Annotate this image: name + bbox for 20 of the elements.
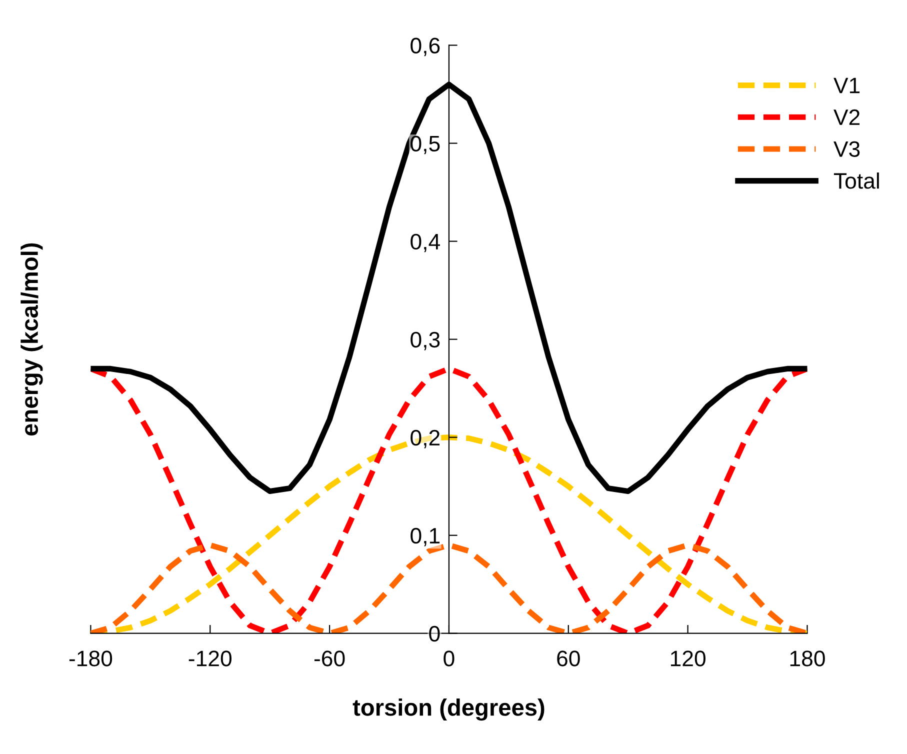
y-tick-label: 0,6 bbox=[410, 38, 440, 56]
y-tick-label: 0,1 bbox=[410, 528, 440, 546]
x-tick-label: 60 bbox=[557, 650, 580, 666]
y-tick-label: 0 bbox=[429, 626, 440, 642]
x-tick-label: -180 bbox=[69, 650, 112, 666]
y-tick-label: 0,5 bbox=[410, 136, 440, 154]
legend-label: V2 bbox=[834, 109, 860, 125]
y-tick-label: 0,2 bbox=[410, 430, 440, 448]
y-axis-title: energy (kcal/mol) bbox=[20, 243, 43, 436]
x-tick-label: 180 bbox=[790, 650, 825, 666]
legend-label: V1 bbox=[834, 78, 860, 94]
legend-label: V3 bbox=[834, 141, 860, 157]
x-tick-label: 0 bbox=[444, 650, 454, 666]
legend-label: Total bbox=[834, 172, 879, 189]
y-tick-label: 0,3 bbox=[410, 332, 440, 350]
y-tick-label: 0,4 bbox=[410, 234, 440, 252]
x-tick-label: -120 bbox=[188, 650, 232, 666]
x-tick-label: 120 bbox=[670, 650, 706, 666]
x-tick-label: -60 bbox=[314, 650, 345, 666]
x-axis-title: torsion (degrees) bbox=[352, 698, 544, 721]
